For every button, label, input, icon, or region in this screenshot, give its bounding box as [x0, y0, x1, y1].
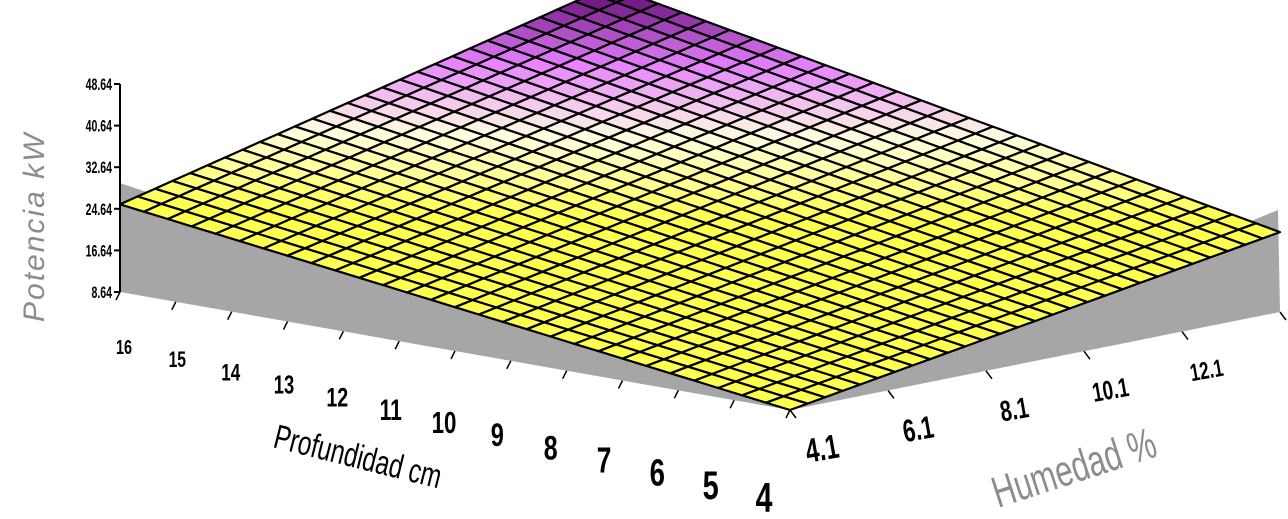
x-tick-mark [617, 380, 624, 389]
surface-cell [764, 395, 809, 412]
x-tick-label: 5 [703, 463, 719, 508]
x-tick-mark [282, 321, 289, 330]
x-tick-mark [115, 291, 121, 301]
x-axis-title: Profundidad cm [270, 418, 445, 496]
z-tick-label: 16.64 [86, 241, 112, 260]
x-tick-label: 13 [274, 371, 294, 400]
x-tick-label: 12 [326, 383, 348, 414]
y-ticks: 4.1 6.1 8.1 10.1 12.1 14.1 [789, 311, 1288, 471]
x-tick-mark [338, 330, 345, 340]
x-ticks: 16 15 14 13 12 11 10 9 8 7 6 5 4 [115, 291, 791, 519]
y-tick-label: 10.1 [1090, 372, 1131, 408]
x-tick-label: 7 [597, 439, 612, 480]
x-tick-mark [226, 311, 233, 321]
z-ticks: 48.64 40.64 32.64 24.64 16.64 8.64 [86, 74, 120, 302]
y-tick-label: 8.1 [998, 392, 1032, 429]
y-tick-mark [1279, 311, 1287, 321]
y-tick-label: 12.1 [1188, 355, 1226, 387]
x-tick-mark [561, 370, 568, 380]
y-tick-label: 4.1 [802, 427, 841, 470]
x-tick-label: 4 [756, 474, 773, 519]
x-tick-mark [729, 399, 735, 409]
x-tick-mark [506, 360, 512, 370]
x-tick-mark [673, 389, 680, 399]
y-tick-mark [789, 409, 797, 419]
x-tick-label: 16 [116, 336, 132, 359]
surface-mesh [118, 0, 1282, 412]
z-tick-label: 8.64 [92, 282, 113, 301]
y-tick-label: 6.1 [900, 408, 937, 449]
x-tick-label: 10 [432, 405, 457, 439]
x-tick-mark [450, 350, 456, 360]
x-tick-label: 6 [650, 452, 665, 494]
y-tick-mark [985, 370, 993, 380]
x-tick-label: 14 [221, 360, 240, 386]
y-tick-mark [887, 389, 895, 399]
x-tick-label: 15 [169, 349, 187, 373]
z-tick-label: 40.64 [86, 116, 112, 135]
x-tick-mark [394, 340, 400, 350]
z-tick-label: 32.64 [86, 158, 112, 177]
x-tick-label: 9 [491, 418, 504, 455]
z-tick-label: 48.64 [86, 74, 112, 93]
y-tick-label: 14.1 [1286, 337, 1288, 366]
y-tick-mark [1083, 350, 1091, 360]
z-axis-title: Potencia kW [18, 131, 51, 322]
y-tick-mark [1181, 331, 1189, 341]
z-tick-label: 24.64 [86, 199, 112, 218]
y-axis-title: Humedad % [986, 419, 1162, 518]
x-tick-mark [171, 301, 177, 311]
x-tick-mark [785, 409, 791, 419]
x-tick-label: 11 [380, 395, 402, 427]
x-tick-label: 8 [544, 429, 558, 467]
